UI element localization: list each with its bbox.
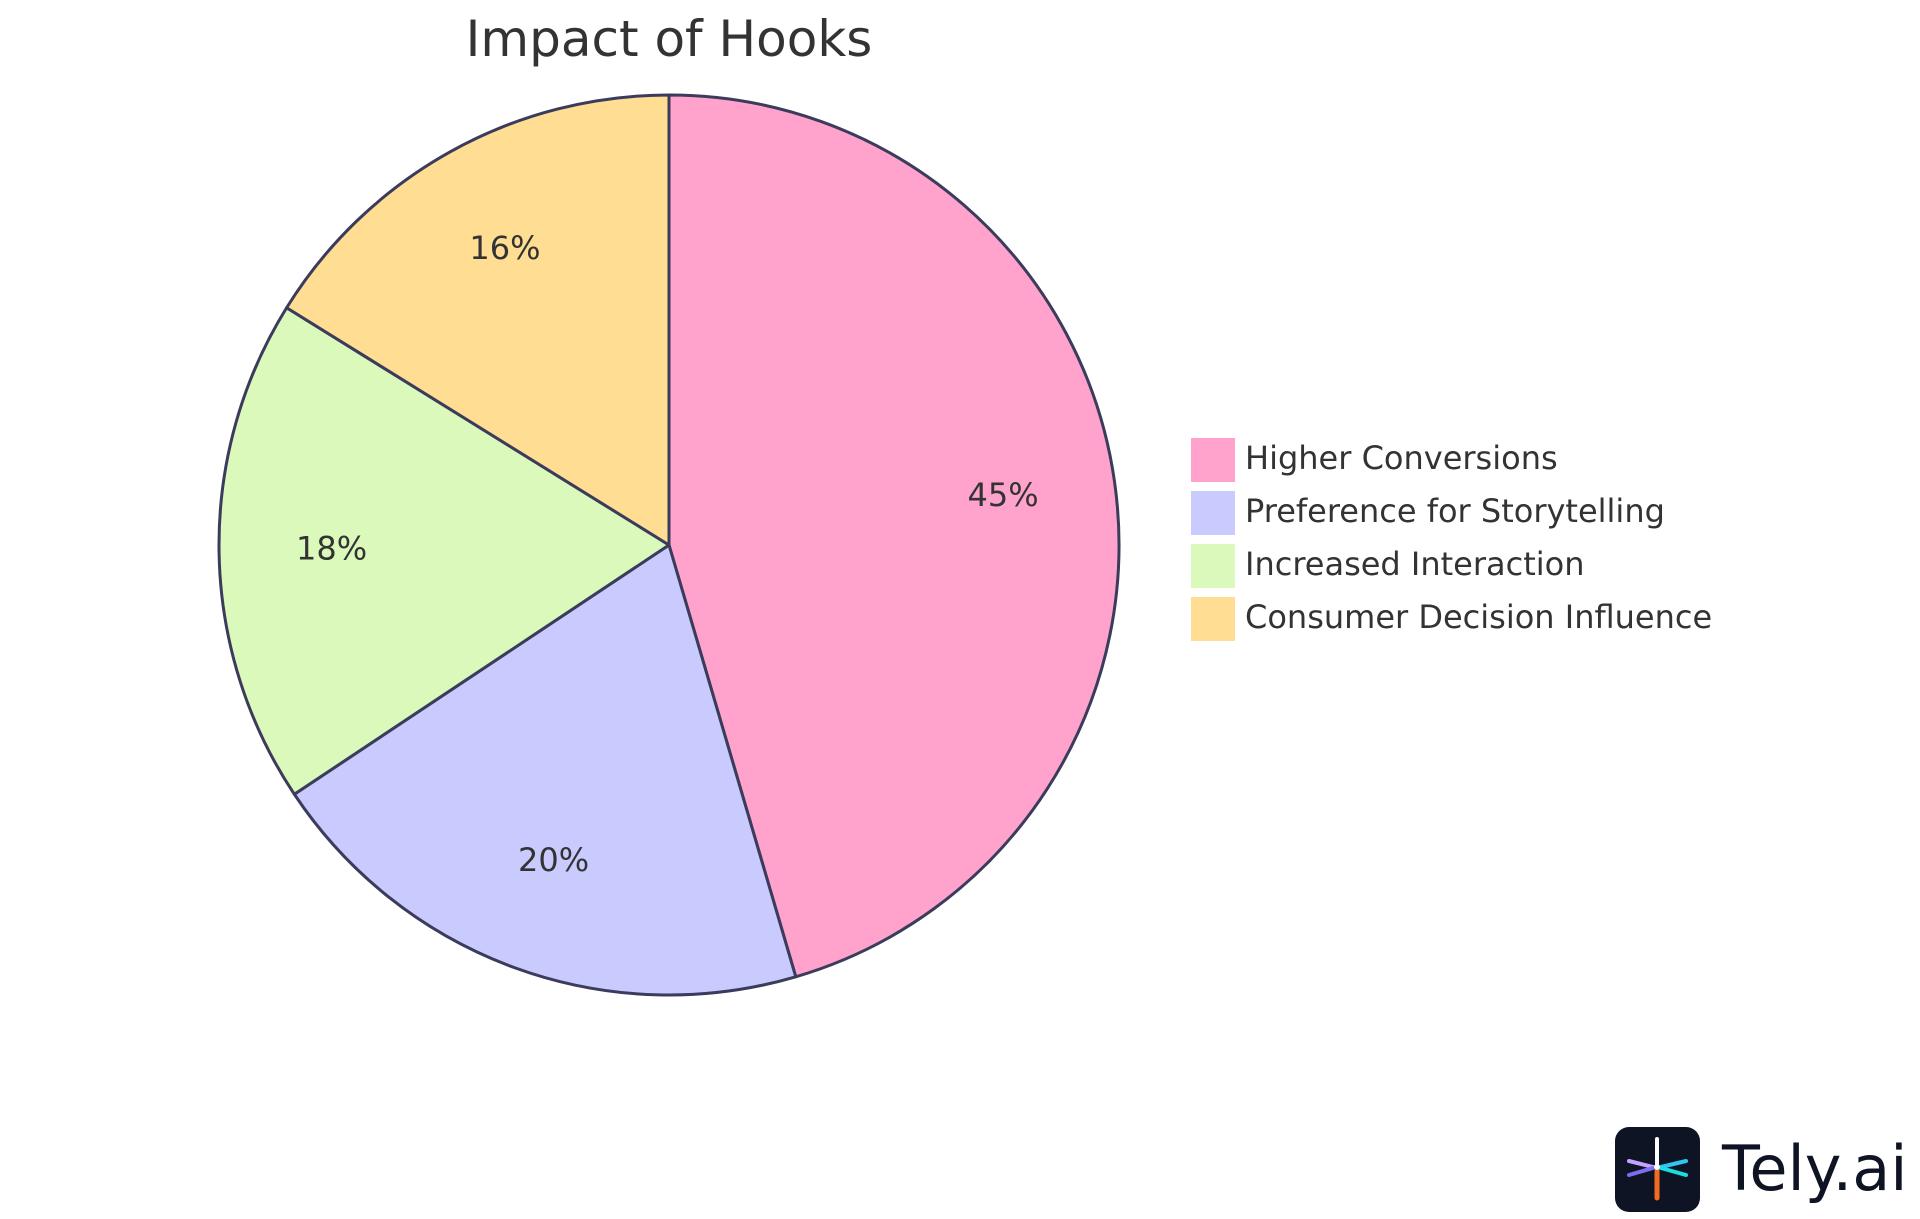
legend-swatch-2 — [1191, 491, 1235, 535]
slice-value-label-1: 45% — [968, 476, 1039, 514]
legend-swatch-1 — [1191, 438, 1235, 482]
legend-label-1: Higher Conversions — [1245, 439, 1558, 477]
slice-value-label-3: 18% — [296, 529, 367, 567]
pie-slice-4 — [285, 93, 671, 547]
legend-swatch-3 — [1191, 544, 1235, 588]
legend-label-2: Preference for Storytelling — [1245, 492, 1665, 530]
brand-logo: Tely.ai — [1615, 1127, 1908, 1212]
tely-logo-icon — [1615, 1127, 1700, 1212]
pie-slice-2 — [292, 543, 798, 997]
slice-value-label-2: 20% — [518, 841, 589, 879]
legend-label-4: Consumer Decision Influence — [1245, 598, 1712, 636]
pie-slice-3 — [217, 306, 671, 796]
brand-name: Tely.ai — [1721, 1132, 1908, 1205]
legend-label-3: Increased Interaction — [1245, 545, 1585, 583]
pie-slices — [217, 93, 1121, 997]
slice-value-label-4: 16% — [469, 229, 540, 267]
chart-title: Impact of Hooks — [466, 10, 873, 68]
pie-slice-labels: 45% 20% 18% 16% — [296, 229, 1039, 879]
legend: Higher Conversions Preference for Storyte… — [1191, 438, 1712, 641]
legend-swatch-4 — [1191, 597, 1235, 641]
pie-slice-1 — [667, 93, 1121, 979]
